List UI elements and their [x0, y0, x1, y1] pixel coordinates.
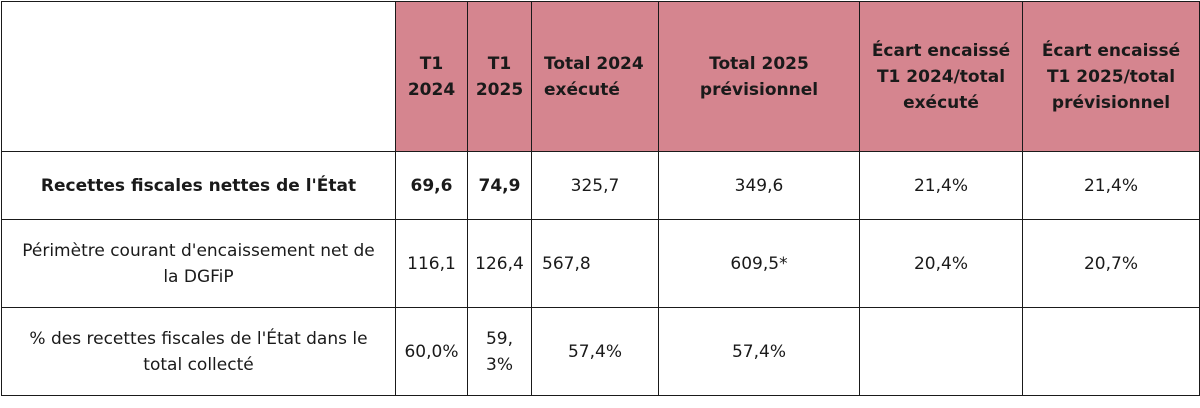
header-blank [1, 1, 396, 152]
cell-total-2025: 349,6 [658, 151, 860, 220]
cell-total-2024: 325,7 [531, 151, 659, 220]
cell-total-2025: 57,4% [658, 307, 860, 396]
cell-t1-2024: 69,6 [395, 151, 468, 220]
header-t1-2025: T1 2025 [467, 1, 532, 152]
cell-t1-2025: 126,4 [467, 219, 532, 308]
header-t1-2024: T1 2024 [395, 1, 468, 152]
cell-t1-2025: 74,9 [467, 151, 532, 220]
cell-t1-2025: 59,3% [467, 307, 532, 396]
cell-total-2025: 609,5* [658, 219, 860, 308]
cell-ecart-2024 [859, 307, 1023, 396]
header-row: T1 2024 T1 2025 Total 2024 exécuté Total… [1, 1, 1200, 152]
table-row: Périmètre courant d'encaissement net de … [1, 219, 1200, 308]
cell-ecart-2025 [1022, 307, 1200, 396]
cell-total-2024: 57,4% [531, 307, 659, 396]
cell-ecart-2025: 20,7% [1022, 219, 1200, 308]
cell-t1-2024: 60,0% [395, 307, 468, 396]
cell-total-2024: 567,8 [531, 219, 659, 308]
row-label: Périmètre courant d'encaissement net de … [1, 219, 396, 308]
header-ecart-2025: Écart encaissé T1 2025/total prévisionne… [1022, 1, 1200, 152]
row-label: % des recettes fiscales de l'État dans l… [1, 307, 396, 396]
cell-ecart-2024: 20,4% [859, 219, 1023, 308]
header-total-2025: Total 2025 prévisionnel [658, 1, 860, 152]
table-row: % des recettes fiscales de l'État dans l… [1, 307, 1200, 396]
revenue-table: T1 2024 T1 2025 Total 2024 exécuté Total… [1, 1, 1200, 396]
cell-t1-2024: 116,1 [395, 219, 468, 308]
cell-ecart-2025: 21,4% [1022, 151, 1200, 220]
cell-ecart-2024: 21,4% [859, 151, 1023, 220]
header-ecart-2024: Écart encaissé T1 2024/total exécuté [859, 1, 1023, 152]
table-row: Recettes fiscales nettes de l'État 69,6 … [1, 151, 1200, 220]
row-label: Recettes fiscales nettes de l'État [1, 151, 396, 220]
header-total-2024: Total 2024 exécuté [531, 1, 659, 152]
